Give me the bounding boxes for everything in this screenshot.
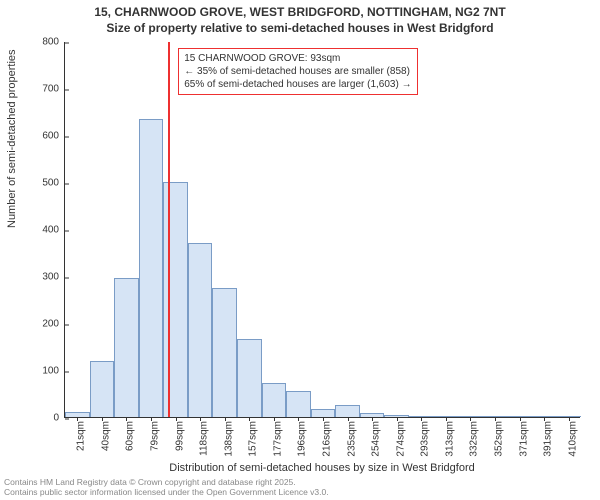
x-tick: 99sqm <box>174 417 185 451</box>
histogram-bar <box>212 288 237 417</box>
x-axis-label: Distribution of semi-detached houses by … <box>64 462 580 474</box>
x-tick: 79sqm <box>150 417 161 451</box>
annotation-box: 15 CHARNWOOD GROVE: 93sqm← 35% of semi-d… <box>178 48 417 95</box>
attribution-footer: Contains HM Land Registry data © Crown c… <box>4 477 329 498</box>
histogram-bar <box>237 339 262 417</box>
histogram-bar <box>188 243 213 417</box>
x-tick: 157sqm <box>248 417 259 457</box>
y-tick: 200 <box>42 319 65 330</box>
histogram-bar <box>139 119 164 417</box>
x-tick: 254sqm <box>371 417 382 457</box>
x-tick: 352sqm <box>494 417 505 457</box>
x-tick: 138sqm <box>223 417 234 457</box>
chart-title: 15, CHARNWOOD GROVE, WEST BRIDGFORD, NOT… <box>0 0 600 36</box>
x-tick: 21sqm <box>76 417 87 451</box>
y-tick: 700 <box>42 84 65 95</box>
footer-line1: Contains HM Land Registry data © Crown c… <box>4 477 329 488</box>
x-tick: 40sqm <box>100 417 111 451</box>
x-tick: 196sqm <box>297 417 308 457</box>
histogram-bar <box>286 391 311 417</box>
y-tick: 0 <box>53 413 65 424</box>
histogram-bar <box>163 182 188 417</box>
reference-line <box>168 42 170 417</box>
x-tick: 332sqm <box>469 417 480 457</box>
x-tick: 293sqm <box>420 417 431 457</box>
title-line2: Size of property relative to semi-detach… <box>0 20 600 36</box>
histogram-bar <box>335 405 360 417</box>
annotation-line: ← 35% of semi-detached houses are smalle… <box>184 65 411 78</box>
histogram-bar <box>311 409 336 417</box>
y-tick: 400 <box>42 225 65 236</box>
y-tick: 600 <box>42 131 65 142</box>
x-tick: 371sqm <box>518 417 529 457</box>
y-tick: 800 <box>42 37 65 48</box>
footer-line2: Contains public sector information licen… <box>4 487 329 498</box>
y-tick: 100 <box>42 366 65 377</box>
x-tick: 313sqm <box>444 417 455 457</box>
annotation-line: 65% of semi-detached houses are larger (… <box>184 78 411 91</box>
title-line1: 15, CHARNWOOD GROVE, WEST BRIDGFORD, NOT… <box>0 4 600 20</box>
histogram-bar <box>90 361 115 417</box>
x-tick: 235sqm <box>346 417 357 457</box>
x-tick: 391sqm <box>543 417 554 457</box>
y-tick: 500 <box>42 178 65 189</box>
histogram-bar <box>262 383 287 417</box>
x-tick: 177sqm <box>272 417 283 457</box>
y-axis-label: Number of semi-detached properties <box>6 49 18 228</box>
y-tick: 300 <box>42 272 65 283</box>
x-tick: 274sqm <box>395 417 406 457</box>
histogram-plot: 010020030040050060070080021sqm40sqm60sqm… <box>64 42 580 418</box>
x-tick: 60sqm <box>125 417 136 451</box>
x-tick: 410sqm <box>567 417 578 457</box>
histogram-bar <box>114 278 139 417</box>
annotation-line: 15 CHARNWOOD GROVE: 93sqm <box>184 52 411 65</box>
x-tick: 118sqm <box>199 417 210 456</box>
x-tick: 216sqm <box>322 417 333 457</box>
